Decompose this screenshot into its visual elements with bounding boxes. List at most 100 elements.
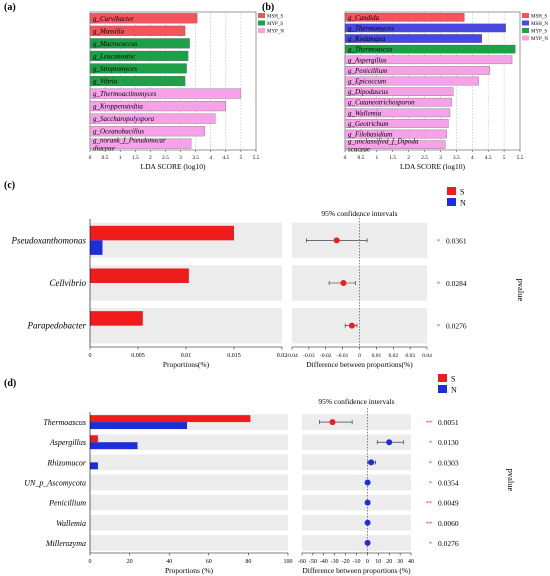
- pvalue-value: 0.0303: [438, 458, 459, 467]
- ci-row-band: [302, 514, 411, 531]
- lda-bar: [89, 13, 198, 24]
- x-tick-label: 2.5: [421, 155, 428, 161]
- x-tick-label: 4.5: [222, 155, 229, 161]
- ci-x-tick-label: -30: [331, 559, 339, 565]
- x-tick-label: 4: [471, 155, 474, 161]
- lda-bar: [344, 140, 446, 149]
- ci-point: [368, 459, 375, 466]
- category-label: Pseudoxanthomonas: [11, 235, 87, 245]
- x-tick-label: 1.5: [132, 155, 139, 161]
- lda-bar: [89, 138, 192, 149]
- ci-row-band: [302, 494, 411, 511]
- ci-x-tick-label: 0.02: [388, 353, 398, 359]
- legend-label: MSH_S: [267, 15, 283, 20]
- bar-label: g_Cutaneotrichosporon: [348, 99, 415, 107]
- bar-label: g_norank_f_Pseudonocar: [93, 137, 166, 145]
- bar-s: [90, 268, 189, 283]
- ci-x-tick-label: -10: [353, 559, 361, 565]
- bar-label: g_Thermoactinomyces: [93, 90, 157, 98]
- pvalue-value: 0.0130: [438, 438, 459, 447]
- lda-bar: [89, 113, 216, 124]
- row-band: [90, 434, 288, 451]
- x-tick-label: 0.5: [102, 155, 109, 161]
- legend-swatch: [447, 187, 456, 195]
- bar-s: [90, 415, 251, 423]
- ci-x-tick-label: -0.01: [337, 353, 349, 359]
- bar-label: scaceae: [348, 146, 370, 154]
- x-tick-label: 60: [206, 559, 212, 565]
- panel-label: (a): [4, 2, 16, 13]
- ci-x-tick-label: -60: [298, 559, 306, 565]
- ci-point: [340, 280, 347, 286]
- ci-x-tick-label: 40: [408, 559, 414, 565]
- bar-label: g_Kodamaea: [348, 35, 386, 43]
- category-label: Thermoascus: [43, 418, 86, 427]
- ci-x-tick-label: -20: [342, 559, 350, 565]
- panel-a: (a) 0 0.5 1 1.5 2 2.5 3 3.5 4 4.5 5 5.5 LDA SCORE (lo…: [4, 2, 284, 171]
- legend-swatch: [438, 374, 447, 382]
- x-tick-label: 0: [344, 155, 347, 161]
- lda-bar: [344, 119, 449, 128]
- ci-point: [386, 439, 393, 446]
- ci-x-tick-label: 10: [375, 559, 381, 565]
- bar-label: g_unclassified_f_Dipoda: [348, 138, 419, 146]
- pvalue-value: 0.0049: [438, 499, 459, 508]
- x-axis-label: Proportions(%): [163, 360, 210, 369]
- pvalue-value: 0.0276: [438, 539, 459, 548]
- legend-swatch: [447, 198, 456, 206]
- x-tick-label: 0.5: [357, 155, 364, 161]
- x-tick-label: 5.5: [253, 155, 260, 161]
- x-tick-label: 5.5: [517, 155, 524, 161]
- legend-label: S: [451, 375, 455, 384]
- ci-x-tick-label: 0.04: [422, 353, 432, 359]
- lda-bar: [344, 129, 447, 139]
- ci-point: [329, 419, 336, 426]
- ci-x-tick-label: 0.01: [372, 353, 382, 359]
- ci-point: [333, 237, 340, 244]
- bar-s: [90, 435, 98, 443]
- ci-point: [364, 539, 371, 546]
- pvalue-value: 0.0284: [446, 279, 467, 288]
- lda-bar: [344, 108, 451, 118]
- panel-label: (c): [4, 180, 15, 191]
- panel-label: (d): [4, 378, 16, 389]
- pvalue-stars: *: [429, 481, 432, 487]
- row-band: [90, 494, 288, 511]
- lda-bar: [89, 25, 186, 36]
- ci-title: 95% confidence intervals: [318, 397, 394, 406]
- legend-label: N: [460, 199, 466, 208]
- bar-s: [90, 311, 143, 326]
- category-label: Millerozyma: [45, 539, 86, 548]
- x-tick-label: 2: [149, 155, 152, 161]
- lda-bar: [89, 50, 189, 61]
- ci-x-axis-label: Difference between proportions(%): [306, 360, 413, 369]
- legend-swatch: [438, 385, 447, 393]
- pvalue-stars: **: [426, 421, 432, 427]
- pvalue-label: pvalue: [516, 279, 526, 302]
- ci-x-tick-label: 0: [358, 353, 361, 359]
- bar-label: g_Aspergillus: [348, 56, 387, 64]
- lda-bar: [89, 101, 226, 112]
- ci-point: [364, 479, 371, 486]
- ci-x-tick-label: -0.04: [286, 353, 298, 359]
- pvalue-stars: *: [429, 461, 432, 467]
- ci-point: [364, 499, 371, 506]
- lda-bar: [344, 97, 452, 107]
- legend-label: MSH_N: [531, 22, 548, 27]
- x-tick-label: 5: [240, 155, 243, 161]
- bar-label: diaceae: [93, 145, 115, 153]
- ci-x-tick-label: 20: [386, 559, 392, 565]
- bar-label: g_Thermomyces: [348, 24, 394, 32]
- legend-swatch: [522, 13, 529, 18]
- ci-x-tick-label: 0: [366, 559, 369, 565]
- legend-swatch: [258, 13, 265, 18]
- lda-bar: [89, 88, 242, 99]
- bar-n: [90, 442, 138, 450]
- row-band: [90, 454, 288, 471]
- legend-label: MSH_S: [531, 15, 547, 20]
- x-tick-label: 0.01: [181, 353, 192, 359]
- x-tick-label: 3.5: [453, 155, 460, 161]
- x-tick-label: 0: [89, 559, 92, 565]
- bar-label: g_Wallemia: [348, 109, 382, 117]
- bar-label: g_Thermoascus: [348, 46, 393, 54]
